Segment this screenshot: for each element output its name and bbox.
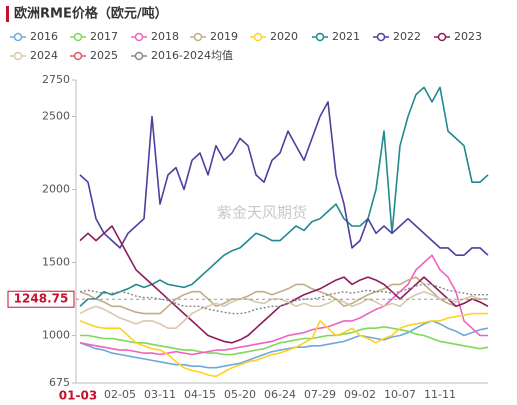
x-tick-label: 02-05 [104, 388, 136, 401]
pointer-x-box [58, 387, 102, 405]
legend-label: 2025 [90, 49, 118, 62]
series-line [79, 312, 488, 378]
legend-label: 2016 [30, 30, 58, 43]
x-tick-label: 07-29 [304, 388, 336, 401]
legend-label: 2016-2024均值 [151, 49, 233, 62]
legend-marker [73, 51, 83, 61]
x-tick-label: 03-11 [144, 388, 176, 401]
x-tick-label: 10-07 [384, 388, 416, 401]
legend-label: 2022 [393, 30, 421, 43]
x-tick-label: 11-11 [424, 388, 456, 401]
legend-marker [73, 32, 83, 42]
y-tick-label: 675 [49, 376, 70, 389]
legend-label: 2024 [30, 49, 58, 62]
legend-label: 2020 [270, 30, 298, 43]
series-line [80, 326, 489, 356]
watermark: 紫金天风期货 [217, 204, 307, 222]
title-marker [6, 6, 9, 22]
pointer-y-label: 1248.75 [14, 292, 69, 306]
series-line [79, 290, 488, 329]
y-tick-label: 2500 [42, 110, 70, 123]
legend-label: 2018 [151, 30, 179, 43]
series-line [79, 254, 488, 356]
legend-marker [13, 51, 23, 61]
legend-marker [376, 32, 386, 42]
series-line [79, 283, 488, 315]
x-tick-label: 04-15 [184, 388, 216, 401]
legend-marker [315, 32, 325, 42]
series-line [79, 101, 489, 256]
y-tick-label: 2000 [42, 183, 70, 196]
x-tick-label: 06-24 [264, 388, 296, 401]
chart-title: 欧洲RME价格（欧元/吨） [14, 6, 168, 22]
pointer-y-box [7, 290, 75, 308]
legend-label: 2023 [454, 30, 482, 43]
legend-marker [134, 32, 144, 42]
x-tick-label: 09-02 [344, 388, 376, 401]
legend-marker [193, 32, 203, 42]
legend-marker [253, 32, 263, 42]
legend-label: 2019 [210, 30, 238, 43]
y-tick-label: 1500 [42, 256, 70, 269]
legend-label: 2017 [90, 30, 118, 43]
legend-marker [134, 51, 144, 61]
y-tick-label: 2750 [42, 73, 70, 86]
x-tick-label: 05-20 [224, 388, 256, 401]
series-line [79, 86, 489, 307]
legend-label: 2021 [332, 30, 360, 43]
y-tick-label: 1000 [42, 329, 70, 342]
legend-marker [437, 32, 447, 42]
legend-marker [13, 32, 23, 42]
pointer-x-label: 01-03 [59, 389, 97, 403]
series-line [79, 320, 489, 369]
